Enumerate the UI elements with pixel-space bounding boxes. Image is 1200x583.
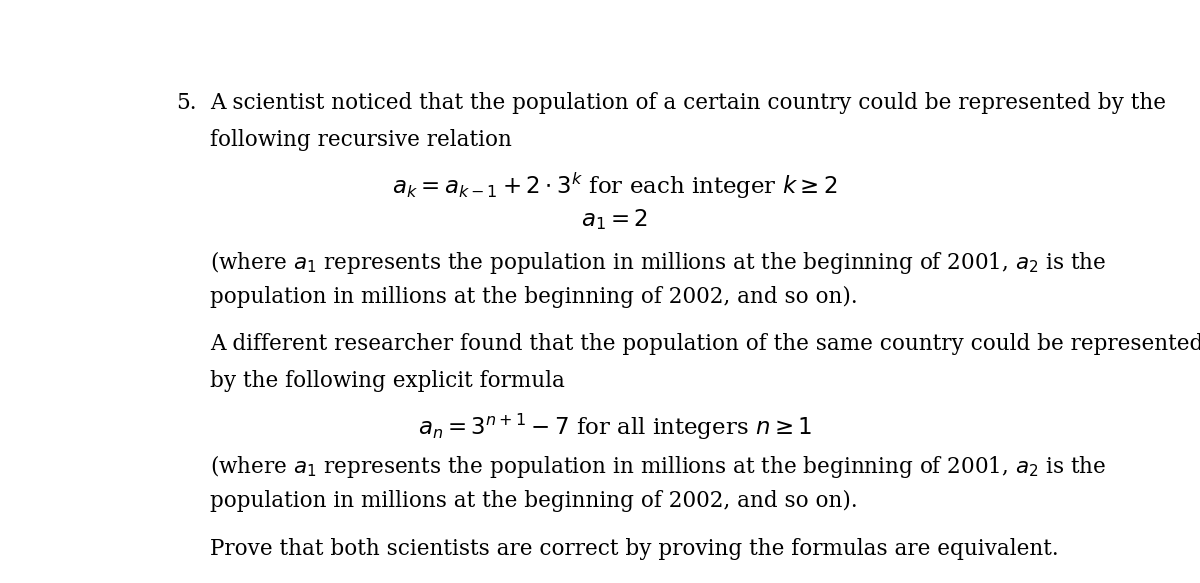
Text: following recursive relation: following recursive relation — [210, 129, 512, 151]
Text: population in millions at the beginning of 2002, and so on).: population in millions at the beginning … — [210, 490, 858, 512]
Text: population in millions at the beginning of 2002, and so on).: population in millions at the beginning … — [210, 286, 858, 307]
Text: $a_k = a_{k-1} + 2 \cdot 3^k$ for each integer $k \geq 2$: $a_k = a_{k-1} + 2 \cdot 3^k$ for each i… — [392, 170, 838, 201]
Text: by the following explicit formula: by the following explicit formula — [210, 370, 565, 392]
Text: 5.: 5. — [176, 93, 197, 114]
Text: $a_n = 3^{n+1} - 7$ for all integers $n \geq 1$: $a_n = 3^{n+1} - 7$ for all integers $n … — [418, 412, 812, 442]
Text: (where $a_1$ represents the population in millions at the beginning of 2001, $a_: (where $a_1$ represents the population i… — [210, 248, 1106, 276]
Text: Prove that both scientists are correct by proving the formulas are equivalent.: Prove that both scientists are correct b… — [210, 538, 1060, 560]
Text: A scientist noticed that the population of a certain country could be represente: A scientist noticed that the population … — [210, 93, 1166, 114]
Text: (where $a_1$ represents the population in millions at the beginning of 2001, $a_: (where $a_1$ represents the population i… — [210, 453, 1106, 480]
Text: $a_1 = 2$: $a_1 = 2$ — [582, 208, 648, 232]
Text: A different researcher found that the population of the same country could be re: A different researcher found that the po… — [210, 333, 1200, 356]
